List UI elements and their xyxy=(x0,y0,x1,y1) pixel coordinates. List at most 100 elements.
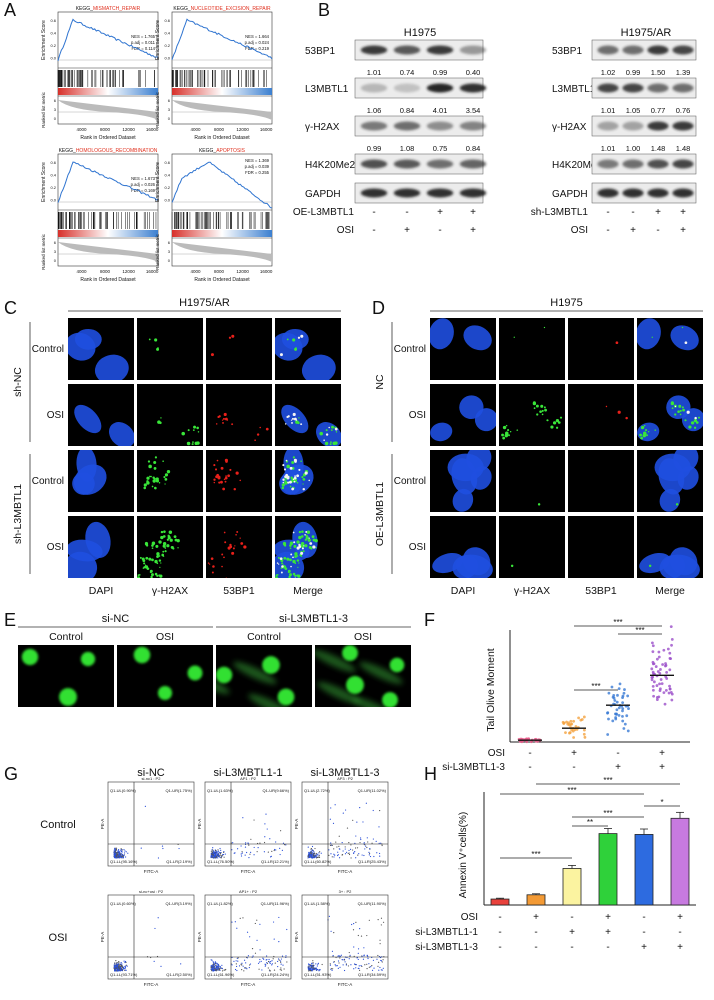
event xyxy=(316,965,318,967)
event xyxy=(216,963,219,965)
channel-label: γ-H2AX xyxy=(152,585,188,597)
foci-green xyxy=(292,338,296,342)
foci-green xyxy=(170,546,174,549)
cell-dot xyxy=(617,687,621,690)
band xyxy=(672,83,694,93)
band xyxy=(426,83,454,93)
event xyxy=(345,964,347,966)
event xyxy=(248,856,250,859)
event xyxy=(315,854,317,856)
title-prefix: KEGG_ xyxy=(76,6,93,12)
foci-red xyxy=(286,476,290,480)
event xyxy=(307,966,309,968)
foci-green xyxy=(151,558,154,562)
foci-green xyxy=(154,572,158,576)
event xyxy=(330,968,333,970)
foci-green xyxy=(307,538,311,542)
es-tick: 0.4 xyxy=(164,31,170,36)
event xyxy=(316,856,318,858)
micrograph-content xyxy=(137,530,180,578)
foci-red xyxy=(291,487,295,491)
event xyxy=(254,922,256,925)
quadrant-label: Q1-LL(61.96%) xyxy=(207,972,235,977)
event xyxy=(343,969,346,972)
foci-green xyxy=(330,441,332,443)
foci-red xyxy=(295,419,298,421)
event xyxy=(157,857,160,859)
event xyxy=(257,847,259,849)
foci-red xyxy=(287,481,290,484)
blot-strip xyxy=(591,182,697,204)
enrichment-curve xyxy=(171,18,273,60)
event xyxy=(281,849,283,851)
nucleus xyxy=(68,332,96,361)
foci-green xyxy=(508,434,511,437)
event xyxy=(272,958,274,960)
cell-dot xyxy=(577,716,581,720)
event xyxy=(238,965,241,967)
event xyxy=(257,962,260,964)
foci-red xyxy=(221,565,223,568)
foci-green xyxy=(193,425,197,429)
foci-green xyxy=(281,562,284,565)
es-tick: 0.0 xyxy=(164,198,170,203)
band xyxy=(459,83,487,93)
foci-green xyxy=(681,406,684,409)
comet-content xyxy=(216,656,295,707)
foci-green xyxy=(158,555,161,557)
event xyxy=(160,965,162,967)
gsea-stat: FDR = 0.255 xyxy=(245,170,270,175)
foci-green xyxy=(535,404,539,408)
event xyxy=(220,851,222,854)
cell-dot xyxy=(666,647,670,651)
event xyxy=(278,916,280,919)
metric-tick: 6 xyxy=(54,240,57,245)
event xyxy=(380,842,382,844)
event xyxy=(311,966,313,968)
cell-dot xyxy=(621,701,625,705)
foci-red xyxy=(223,412,227,417)
foci-green xyxy=(306,530,311,534)
flow-frame xyxy=(301,781,389,867)
treatment-sign: - xyxy=(616,748,619,759)
micrograph-content xyxy=(143,456,171,490)
foci-green xyxy=(163,475,166,479)
event xyxy=(329,964,332,966)
quadrant-label: Q1-UL(0.60%) xyxy=(110,901,136,906)
foci-red xyxy=(293,480,296,483)
foci-green xyxy=(148,338,151,341)
cell-dot xyxy=(614,717,618,721)
foci-green xyxy=(296,559,300,562)
foci-green xyxy=(158,559,162,562)
cell-dot xyxy=(670,643,673,647)
foci-green xyxy=(304,538,307,541)
event xyxy=(375,840,377,842)
nucleus xyxy=(637,318,661,350)
event xyxy=(241,852,243,854)
event xyxy=(218,969,220,971)
event xyxy=(245,842,247,844)
event xyxy=(224,853,226,855)
event xyxy=(329,818,331,820)
event xyxy=(215,962,217,964)
event xyxy=(376,958,378,960)
event xyxy=(256,939,258,941)
micrograph-content xyxy=(74,404,134,446)
band xyxy=(622,45,644,55)
foci-green xyxy=(693,426,697,429)
event xyxy=(312,960,314,962)
cell-dot xyxy=(606,733,610,736)
cell-dot xyxy=(617,714,621,717)
event xyxy=(248,844,250,846)
band xyxy=(426,45,454,55)
band xyxy=(360,83,388,93)
event xyxy=(317,962,320,965)
event xyxy=(119,969,121,972)
cell-dot xyxy=(610,685,614,689)
event xyxy=(348,958,350,960)
event xyxy=(266,962,268,965)
foci-red xyxy=(292,478,295,481)
cell-dot xyxy=(658,689,662,693)
event xyxy=(334,964,336,966)
ranked-metric xyxy=(58,242,158,262)
